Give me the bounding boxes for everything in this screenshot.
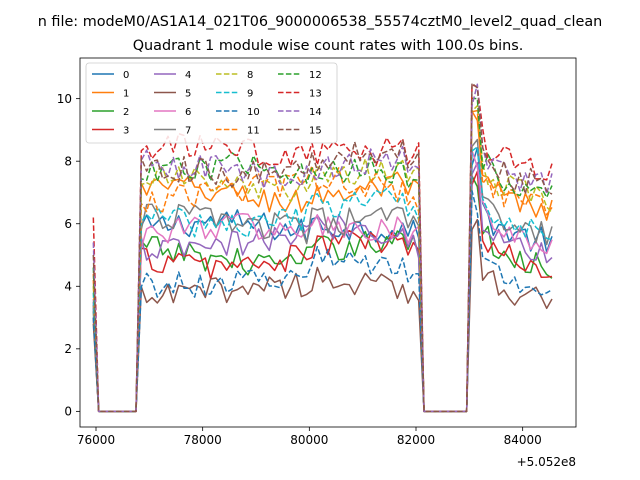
y-tick-label: 10 (57, 92, 72, 106)
axes-layer: 76000 78000 80000 82000 84000 0 2 4 6 8 10 (57, 92, 542, 447)
legend-entry: 2 (92, 107, 129, 118)
y-tick-label: 2 (64, 342, 72, 356)
legend-label: 12 (309, 70, 322, 81)
legend-label: 7 (185, 125, 191, 136)
legend-entry: 10 (216, 107, 260, 118)
series-line-0 (92, 147, 553, 413)
x-tick-label: 80000 (290, 433, 328, 447)
legend-label: 15 (309, 125, 322, 136)
legend-entry: 7 (154, 125, 191, 136)
series-line-12 (92, 97, 553, 413)
chart-title: Quadrant 1 module wise count rates with … (133, 38, 524, 54)
legend-label: 10 (247, 107, 260, 118)
legend-label: 4 (185, 70, 191, 81)
y-tick-label: 6 (64, 217, 72, 231)
x-tick-label: 84000 (504, 433, 542, 447)
legend-label: 9 (247, 88, 253, 99)
legend-entry: 15 (278, 125, 322, 136)
legend-label: 0 (123, 70, 129, 81)
legend-entry: 14 (278, 107, 322, 118)
series-line-3 (92, 170, 553, 413)
legend-label: 3 (123, 125, 129, 136)
legend-label: 5 (185, 88, 191, 99)
legend-label: 14 (309, 107, 322, 118)
series-line-7 (92, 138, 553, 413)
legend-label: 1 (123, 88, 129, 99)
series-line-15 (92, 82, 553, 413)
series-line-10 (92, 190, 553, 413)
x-offset-label: +5.052e8 (517, 455, 576, 469)
y-tick-label: 4 (64, 280, 72, 294)
series-line-9 (92, 146, 553, 413)
legend-entry: 6 (154, 107, 191, 118)
legend-label: 6 (185, 107, 191, 118)
plot-series-layer (92, 82, 553, 413)
legend-entry: 12 (278, 70, 322, 81)
series-line-11 (92, 109, 553, 413)
legend-entry: 3 (92, 125, 129, 136)
x-tick-label: 76000 (77, 433, 115, 447)
legend-label: 11 (247, 125, 260, 136)
legend-label: 8 (247, 70, 253, 81)
legend-entry: 11 (216, 125, 260, 136)
x-tick-label: 82000 (397, 433, 435, 447)
x-tick-label: 78000 (184, 433, 222, 447)
legend-label: 2 (123, 107, 129, 118)
legend-entry: 8 (216, 70, 253, 81)
legend-frame (85, 62, 338, 144)
figure-suptitle: n file: modeM0/AS1A14_021T06_9000006538_… (38, 14, 603, 30)
legend-entry: 4 (154, 70, 191, 81)
series-line-8 (92, 104, 553, 413)
legend-entry: 1 (92, 88, 129, 99)
legend-entry: 9 (216, 88, 253, 99)
y-tick-label: 8 (64, 154, 72, 168)
legend-entry: 0 (92, 70, 129, 81)
legend-label: 13 (309, 88, 322, 99)
series-line-6 (92, 149, 553, 413)
series-line-5 (92, 218, 553, 413)
legend-entry: 5 (154, 88, 191, 99)
plot-frame (79, 57, 577, 428)
legend-entry: 13 (278, 88, 322, 99)
series-line-14 (92, 83, 553, 413)
series-line-4 (92, 162, 553, 413)
y-tick-label: 0 (64, 405, 72, 419)
